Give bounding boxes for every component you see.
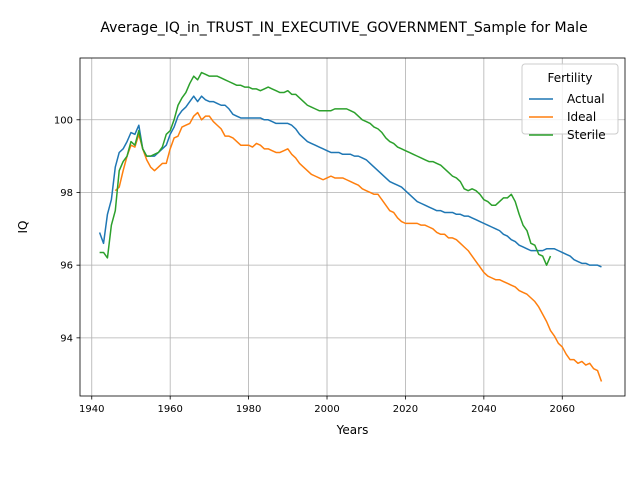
x-tick-label: 2020: [393, 404, 418, 415]
x-axis-label: Years: [336, 423, 369, 437]
legend-title: Fertility: [547, 71, 592, 85]
x-tick-label: 1980: [236, 404, 261, 415]
legend-label-actual: Actual: [567, 92, 605, 106]
legend: Fertility Actual Ideal Sterile: [521, 63, 619, 142]
legend-entries: Actual Ideal Sterile: [529, 92, 606, 142]
series-line-actual: [98, 95, 602, 268]
y-axis-label: IQ: [16, 221, 30, 234]
x-tick-label: 1960: [157, 404, 182, 415]
x-tick-label: 2040: [471, 404, 496, 415]
x-tick-label: 2000: [314, 404, 339, 415]
x-tick-label: 2060: [550, 404, 575, 415]
chart-title: Average_IQ_in_TRUST_IN_EXECUTIVE_GOVERNM…: [100, 20, 587, 36]
plot-area-frame: [79, 57, 626, 397]
axes: 1940 1960 1980 2000 2020 2040 2060 94 96 98 100: [54, 115, 575, 415]
x-tick-label: 1940: [79, 404, 104, 415]
y-tick-label: 94: [60, 333, 73, 344]
legend-label-ideal: Ideal: [567, 110, 596, 124]
series-lines: [98, 71, 603, 382]
series-line-ideal: [114, 111, 603, 382]
series-line-sterile: [99, 71, 552, 266]
y-tick-label: 98: [60, 188, 73, 199]
y-tick-label: 96: [60, 261, 73, 272]
legend-label-sterile: Sterile: [567, 128, 606, 142]
y-tick-label: 100: [54, 115, 73, 126]
